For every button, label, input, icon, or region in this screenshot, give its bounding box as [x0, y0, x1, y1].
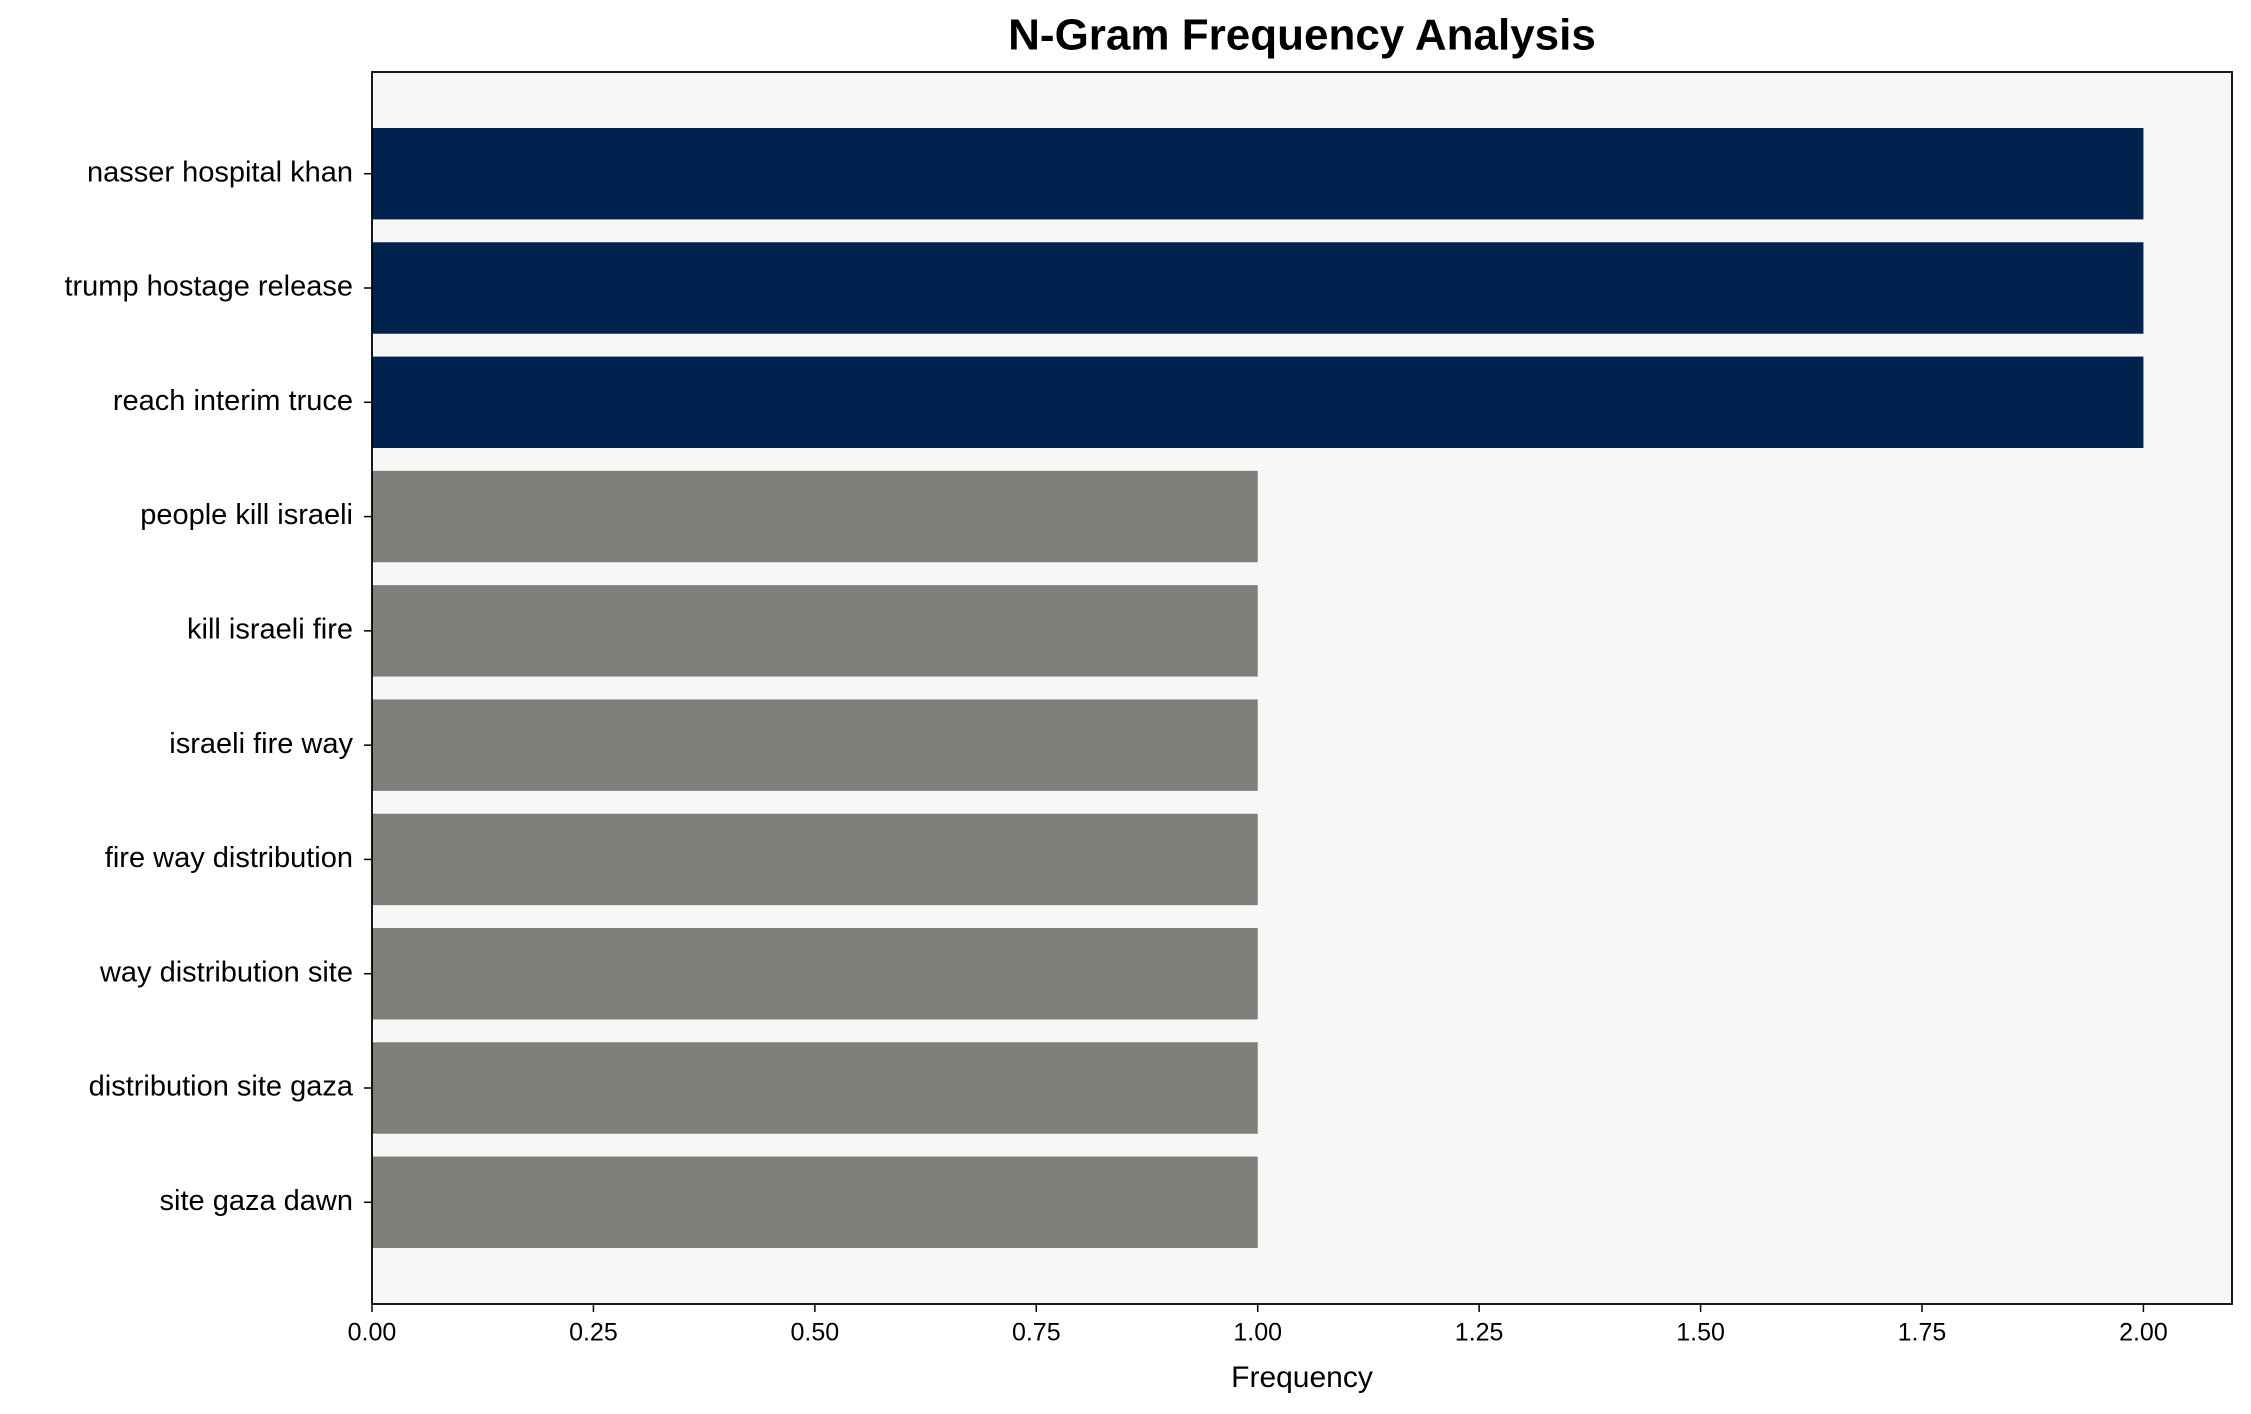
bar [372, 128, 2144, 220]
y-tick-label: people kill israeli [140, 499, 353, 531]
bar [372, 1156, 1258, 1248]
bar [372, 699, 1258, 791]
y-tick-label: reach interim truce [113, 385, 353, 417]
plot-frame [371, 71, 2233, 1305]
y-tick-label: site gaza dawn [160, 1185, 353, 1217]
bar [372, 356, 2144, 448]
y-tick-label: israeli fire way [169, 728, 353, 760]
bar [372, 242, 2144, 334]
y-tick-label: nasser hospital khan [87, 156, 353, 188]
y-tick-label: fire way distribution [105, 842, 353, 874]
bar [372, 585, 1258, 677]
chart-title: N-Gram Frequency Analysis [1008, 11, 1596, 60]
x-tick-label: 1.00 [1233, 1319, 1282, 1347]
x-tick-label: 0.00 [348, 1319, 397, 1347]
bar [372, 470, 1258, 563]
x-tick-label: 0.75 [1012, 1319, 1061, 1347]
x-tick-label: 0.50 [791, 1319, 840, 1347]
y-tick-label: way distribution site [99, 956, 353, 988]
bar [372, 1042, 1258, 1134]
x-tick-label: 1.75 [1898, 1319, 1947, 1347]
x-axis-label: Frequency [1231, 1361, 1373, 1394]
x-tick-label: 2.00 [2119, 1319, 2168, 1347]
y-tick-label: kill israeli fire [187, 614, 353, 646]
y-tick-label: distribution site gaza [89, 1071, 354, 1103]
x-tick-label: 1.50 [1676, 1319, 1725, 1347]
x-tick-label: 0.25 [569, 1319, 618, 1347]
bar [372, 928, 1258, 1020]
y-tick-label: trump hostage release [64, 271, 353, 303]
x-tick-label: 1.25 [1455, 1319, 1504, 1347]
bar [372, 813, 1258, 906]
